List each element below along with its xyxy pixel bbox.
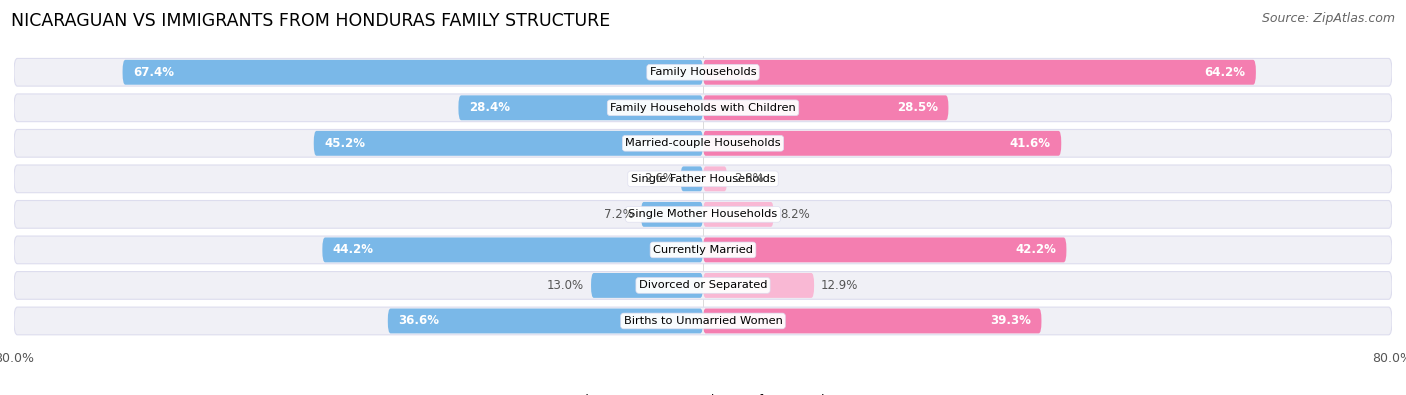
FancyBboxPatch shape <box>388 308 703 333</box>
Text: 42.2%: 42.2% <box>1015 243 1056 256</box>
FancyBboxPatch shape <box>122 60 703 85</box>
FancyBboxPatch shape <box>703 166 727 191</box>
FancyBboxPatch shape <box>322 237 703 262</box>
FancyBboxPatch shape <box>703 60 1256 85</box>
FancyBboxPatch shape <box>14 272 1392 299</box>
Text: 12.9%: 12.9% <box>821 279 858 292</box>
FancyBboxPatch shape <box>703 273 814 298</box>
Text: 7.2%: 7.2% <box>605 208 634 221</box>
Text: 67.4%: 67.4% <box>134 66 174 79</box>
Text: NICARAGUAN VS IMMIGRANTS FROM HONDURAS FAMILY STRUCTURE: NICARAGUAN VS IMMIGRANTS FROM HONDURAS F… <box>11 12 610 30</box>
FancyBboxPatch shape <box>703 131 1062 156</box>
FancyBboxPatch shape <box>591 273 703 298</box>
Text: Married-couple Households: Married-couple Households <box>626 138 780 148</box>
Text: 45.2%: 45.2% <box>323 137 366 150</box>
Text: 2.8%: 2.8% <box>734 172 763 185</box>
Text: Divorced or Separated: Divorced or Separated <box>638 280 768 290</box>
Text: 8.2%: 8.2% <box>780 208 810 221</box>
FancyBboxPatch shape <box>14 307 1392 335</box>
Text: Single Father Households: Single Father Households <box>631 174 775 184</box>
FancyBboxPatch shape <box>681 166 703 191</box>
FancyBboxPatch shape <box>641 202 703 227</box>
FancyBboxPatch shape <box>14 130 1392 157</box>
Text: Births to Unmarried Women: Births to Unmarried Women <box>624 316 782 326</box>
Text: 44.2%: 44.2% <box>333 243 374 256</box>
Text: Single Mother Households: Single Mother Households <box>628 209 778 219</box>
FancyBboxPatch shape <box>703 95 949 120</box>
FancyBboxPatch shape <box>703 237 1066 262</box>
Text: 41.6%: 41.6% <box>1010 137 1050 150</box>
Text: 36.6%: 36.6% <box>398 314 439 327</box>
Text: 64.2%: 64.2% <box>1205 66 1246 79</box>
FancyBboxPatch shape <box>14 165 1392 193</box>
Text: Family Households: Family Households <box>650 67 756 77</box>
FancyBboxPatch shape <box>14 58 1392 86</box>
Text: 28.5%: 28.5% <box>897 101 938 114</box>
Text: 39.3%: 39.3% <box>990 314 1031 327</box>
FancyBboxPatch shape <box>14 201 1392 228</box>
FancyBboxPatch shape <box>458 95 703 120</box>
Text: Currently Married: Currently Married <box>652 245 754 255</box>
Legend: Nicaraguan, Immigrants from Honduras: Nicaraguan, Immigrants from Honduras <box>554 394 852 395</box>
FancyBboxPatch shape <box>14 94 1392 122</box>
FancyBboxPatch shape <box>703 202 773 227</box>
Text: 28.4%: 28.4% <box>468 101 510 114</box>
Text: 2.6%: 2.6% <box>644 172 673 185</box>
FancyBboxPatch shape <box>314 131 703 156</box>
Text: 13.0%: 13.0% <box>547 279 583 292</box>
FancyBboxPatch shape <box>14 236 1392 264</box>
FancyBboxPatch shape <box>703 308 1042 333</box>
Text: Source: ZipAtlas.com: Source: ZipAtlas.com <box>1261 12 1395 25</box>
Text: Family Households with Children: Family Households with Children <box>610 103 796 113</box>
